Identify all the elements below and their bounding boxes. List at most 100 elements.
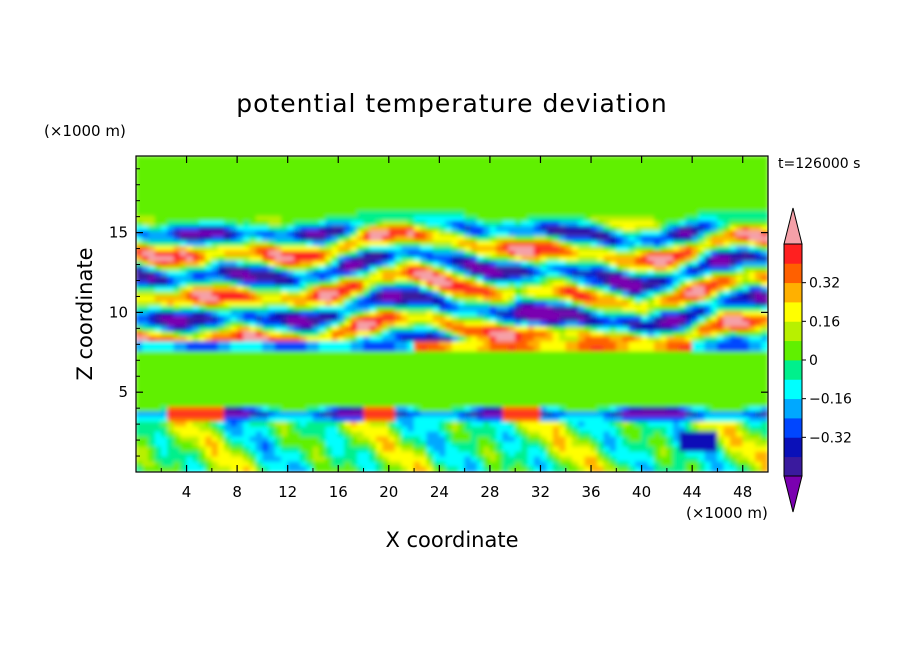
field-cell [142, 266, 149, 272]
field-cell [274, 215, 282, 222]
field-cell [363, 156, 371, 162]
field-cell [483, 291, 491, 297]
field-cell [641, 366, 649, 372]
field-cell [578, 210, 586, 217]
field-cell [262, 341, 270, 347]
field-cell [407, 376, 415, 383]
field-cell [312, 210, 320, 217]
field-cell [540, 175, 548, 182]
field-cell [533, 215, 541, 222]
field-cell [205, 276, 213, 282]
field-cell [401, 165, 409, 172]
field-cell [287, 200, 295, 207]
field-cell [489, 371, 497, 377]
field-cell [666, 296, 674, 302]
field-cell [413, 291, 421, 297]
field-cell [136, 215, 143, 222]
field-cell [622, 391, 630, 398]
field-cell [616, 346, 623, 352]
field-cell [236, 261, 244, 267]
field-cell [160, 316, 168, 322]
field-cell [527, 200, 535, 207]
field-cell [666, 396, 674, 403]
field-cell [312, 175, 320, 182]
field-cell [350, 316, 358, 322]
field-cell [616, 220, 623, 227]
field-cell [476, 321, 484, 327]
field-cell [445, 220, 453, 227]
field-cell [502, 261, 510, 267]
field-cell [616, 371, 623, 377]
field-cell [179, 326, 187, 332]
field-cell [356, 230, 364, 237]
field-cell [628, 175, 636, 182]
field-cell [293, 326, 301, 332]
field-cell [647, 351, 655, 357]
field-cell [540, 256, 548, 262]
field-cell [420, 391, 428, 398]
field-cell [641, 386, 649, 393]
field-cell [476, 311, 484, 317]
field-cell [698, 220, 706, 227]
field-cell [154, 160, 162, 167]
field-cell [236, 336, 244, 342]
field-cell [483, 160, 491, 167]
field-cell [736, 215, 744, 222]
field-cell [603, 276, 611, 282]
field-cell [262, 205, 270, 212]
field-cell [628, 296, 636, 302]
field-cell [470, 266, 478, 272]
field-cell [407, 210, 415, 217]
field-cell [603, 386, 611, 393]
field-cell [344, 341, 352, 347]
field-cell [546, 225, 554, 232]
field-cell [318, 371, 326, 377]
field-cell [559, 195, 567, 202]
field-cell [136, 301, 143, 307]
field-cell [432, 261, 440, 267]
field-cell [559, 356, 567, 362]
field-cell [300, 396, 307, 403]
field-cell [578, 306, 586, 312]
field-cell [470, 225, 478, 232]
field-cell [679, 190, 687, 197]
field-cell [546, 276, 554, 282]
field-cell [578, 391, 586, 398]
field-cell [439, 220, 446, 227]
field-cell [287, 251, 295, 257]
field-cell [470, 326, 478, 332]
field-cell [552, 225, 560, 232]
field-cell [717, 371, 725, 377]
field-cell [666, 326, 674, 332]
field-cell [527, 220, 535, 227]
field-cell [198, 366, 206, 372]
field-cell [710, 351, 718, 357]
field-cell [293, 316, 301, 322]
field-cell [243, 195, 251, 202]
field-cell [262, 160, 270, 167]
field-cell [136, 170, 143, 177]
field-cell [622, 271, 630, 277]
field-cell [590, 271, 598, 277]
field-cell [136, 361, 143, 367]
field-cell [306, 371, 314, 377]
field-cell [243, 361, 251, 367]
field-cell [761, 281, 768, 287]
field-cell [584, 321, 592, 327]
field-cell [647, 301, 655, 307]
field-cell [205, 316, 213, 322]
field-cell [622, 396, 630, 403]
field-cell [761, 326, 768, 332]
field-cell [540, 266, 548, 272]
field-cell [363, 356, 371, 362]
field-cell [628, 381, 636, 388]
field-cell [287, 336, 295, 342]
field-cell [325, 225, 333, 232]
field-cell [590, 386, 598, 393]
field-cell [622, 170, 630, 177]
field-cell [584, 165, 592, 172]
field-cell [306, 361, 314, 367]
field-cell [281, 220, 288, 227]
field-cell [609, 185, 617, 192]
field-cell [432, 316, 440, 322]
